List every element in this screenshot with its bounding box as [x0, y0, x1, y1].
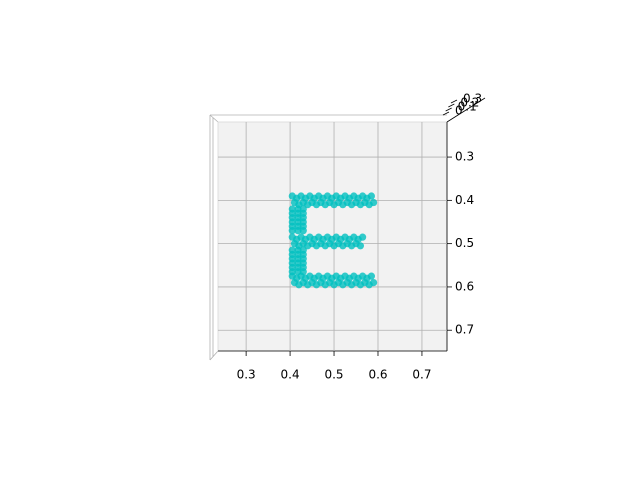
z-tick-label: 0.2: [460, 96, 479, 110]
z-axis-line: [446, 97, 486, 123]
point: [356, 242, 365, 250]
z-tick-label: 0.3: [463, 92, 482, 106]
point: [369, 279, 378, 287]
z-tick: [448, 103, 455, 108]
z-tick: [445, 107, 452, 112]
point: [359, 233, 367, 241]
z-tick: [442, 111, 450, 116]
point: [299, 227, 307, 235]
z-tick-label: 0.1: [458, 100, 477, 114]
point: [294, 268, 302, 276]
y-tick-label: 0.5: [455, 236, 474, 250]
y-tick-label: 0.4: [455, 193, 474, 207]
x-tick-label: 0.3: [237, 368, 256, 382]
point: [294, 227, 302, 235]
y-tick-label: 0.7: [455, 323, 474, 337]
x-tick-label: 0.4: [281, 368, 300, 382]
point: [299, 268, 307, 276]
point: [288, 227, 296, 235]
y-tick-label: 0.3: [455, 150, 474, 164]
pane-edges: [209, 114, 447, 361]
z-tick: [450, 99, 458, 104]
z-tick-label: 0: [455, 104, 463, 118]
x-tick-label: 0.5: [324, 368, 343, 382]
x-tick-label: 0.6: [368, 368, 387, 382]
y-tick-label: 0.6: [455, 279, 474, 293]
point: [367, 192, 375, 200]
point: [369, 198, 378, 207]
point: [288, 268, 296, 276]
x-tick-label: 0.7: [412, 368, 431, 382]
point: [367, 272, 375, 280]
